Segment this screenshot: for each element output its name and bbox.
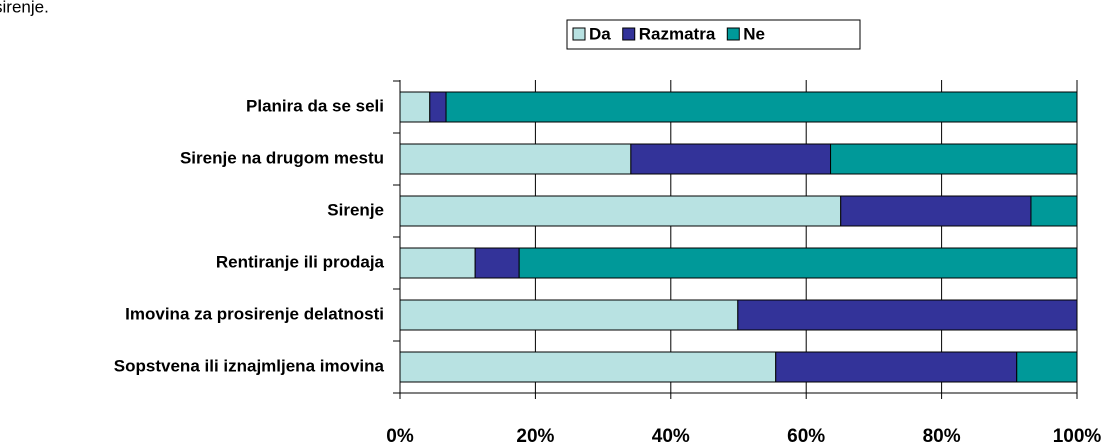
bar-segment [429,91,447,123]
y-tick-label: Planira da se seli [246,96,384,115]
bar-segment [737,299,1078,331]
bar-segment [775,351,1018,383]
y-tick-label: Sopstvena ili iznajmljena imovina [114,356,385,375]
x-tick-label: 60% [787,426,825,446]
bar-segment [840,195,1032,227]
bar-segment [1030,195,1078,227]
bar-segment [399,195,842,227]
bar-segment [445,91,1078,123]
x-tick-label: 20% [516,426,554,446]
y-tick-label: Imovina za prosirenje delatnosti [125,304,384,323]
y-tick-label: Sirenje [327,200,384,219]
x-tick-label: 80% [923,426,961,446]
bar-segment [399,247,476,279]
y-tick-label: Rentiranje ili prodaja [216,252,385,271]
legend-swatch [572,27,586,41]
legend-label: Da [589,24,611,43]
bar-segment [399,91,431,123]
caption: sirenje. [0,0,49,16]
bar-segment [399,351,777,383]
legend-label: Ne [743,24,765,43]
bar-segment [474,247,520,279]
x-tick-label: 0% [386,426,414,446]
legend-swatch [622,27,636,41]
bar-segment [630,143,832,175]
bar-segment [399,299,739,331]
x-tick-label: 100% [1053,426,1102,446]
bar-segment [399,143,632,175]
x-tick-label: 40% [652,426,690,446]
bar-segment [830,143,1078,175]
bar-segment [518,247,1078,279]
y-tick-label: Sirenje na drugom mestu [180,148,384,167]
legend-box [566,19,861,50]
legend-swatch [726,27,740,41]
bar-segment [1016,351,1078,383]
legend-label: Razmatra [639,24,716,43]
